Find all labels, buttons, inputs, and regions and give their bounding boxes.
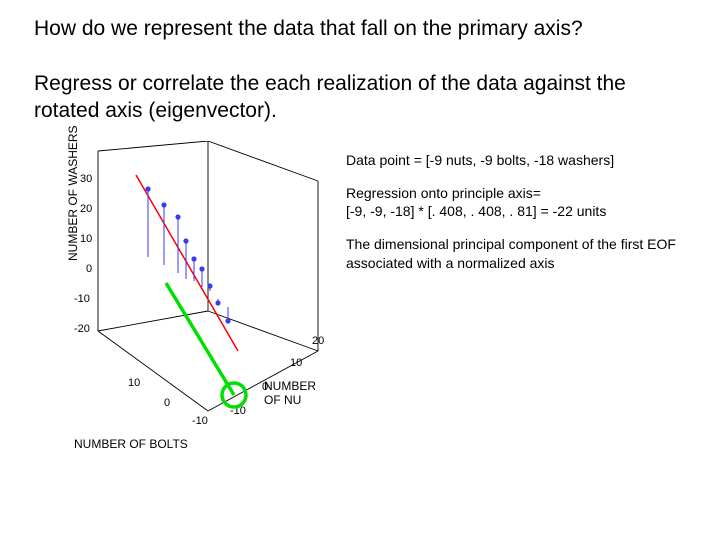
- pc-text: The dimensional principal component of t…: [346, 235, 706, 273]
- content-area: NUMBER OF WASHERS NUMBER OF BOLTS NUMBER…: [0, 141, 720, 481]
- plot-svg: [78, 141, 328, 431]
- regression-text: Regression onto principle axis= [-9, -9,…: [346, 184, 706, 222]
- subheading-instruction: Regress or correlate the each realizatio…: [0, 43, 720, 125]
- x-axis-label: NUMBER OF BOLTS: [74, 437, 188, 451]
- heading-question: How do we represent the data that fall o…: [0, 0, 720, 43]
- plot-3d: NUMBER OF WASHERS NUMBER OF BOLTS NUMBER…: [34, 141, 334, 461]
- explanation-text: Data point = [-9 nuts, -9 bolts, -18 was…: [346, 151, 706, 287]
- datapoint-text: Data point = [-9 nuts, -9 bolts, -18 was…: [346, 151, 706, 170]
